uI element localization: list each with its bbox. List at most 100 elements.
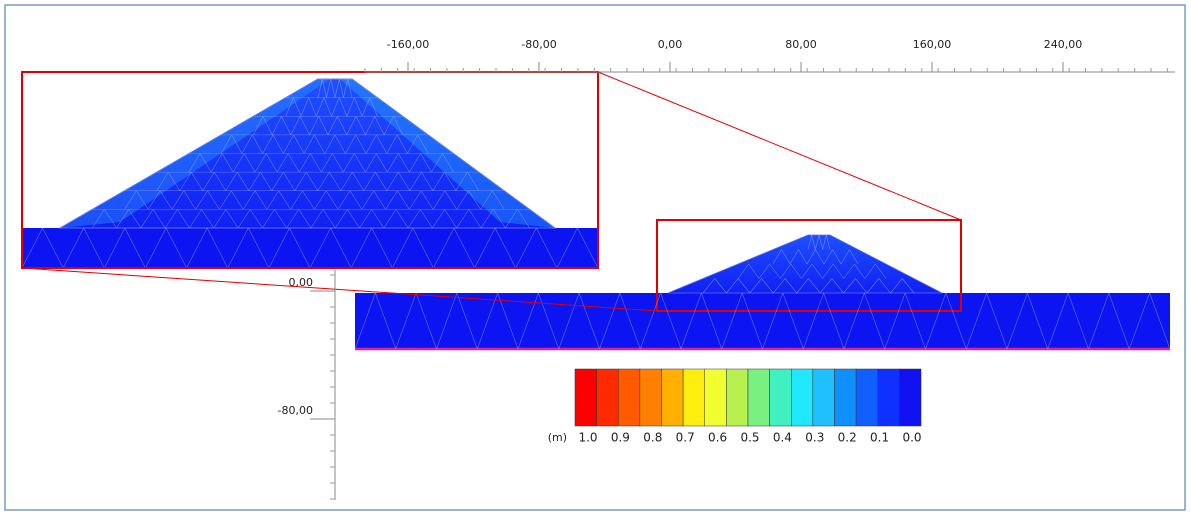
mesh-edge: [136, 190, 149, 210]
mesh-edge: [324, 134, 336, 154]
legend-label: 0.5: [740, 431, 759, 445]
mesh-edge: [189, 209, 202, 229]
mesh-edge: [330, 227, 352, 269]
mesh-edge: [310, 209, 324, 229]
mesh-edge: [884, 292, 906, 350]
x-tick-label: 80,00: [785, 38, 817, 51]
mesh-edge: [241, 134, 253, 154]
mesh-edge: [480, 209, 494, 229]
zoom-box: [656, 219, 962, 312]
mesh-edge: [474, 227, 496, 269]
mesh-edge: [456, 190, 469, 210]
inset-box: [21, 71, 599, 269]
mesh-edge: [262, 116, 273, 136]
mesh-edge: [145, 227, 167, 269]
mesh-edge: [309, 116, 320, 136]
mesh-edge: [904, 292, 926, 350]
mesh-edge: [309, 153, 322, 173]
mesh-edge: [237, 171, 250, 191]
mesh-edge: [468, 209, 482, 229]
mesh-edge: [432, 171, 445, 191]
mesh-edge: [167, 171, 181, 191]
mesh-edge: [177, 209, 190, 229]
mesh-edge: [322, 209, 336, 229]
mesh-edge: [480, 190, 493, 210]
mesh-edge: [290, 190, 303, 210]
mesh-edge: [420, 153, 432, 173]
mesh-edge: [332, 153, 344, 173]
legend-swatch: [791, 368, 814, 427]
legend-swatch: [769, 368, 792, 427]
mesh-edge: [220, 134, 232, 154]
mesh-edge: [361, 97, 371, 117]
mesh-edge: [802, 292, 824, 350]
mesh-edge: [42, 227, 64, 269]
mesh-edge: [866, 278, 880, 294]
mesh-edge: [726, 278, 739, 294]
mesh-edge: [242, 190, 256, 210]
mesh-edge: [773, 278, 786, 294]
mesh-edge: [355, 134, 367, 154]
mesh-edge: [878, 278, 891, 294]
mesh-edge: [758, 263, 770, 279]
mesh-edge: [721, 292, 743, 350]
mesh-edge: [826, 234, 831, 250]
mesh-edge: [124, 190, 137, 210]
mesh-edge: [536, 227, 558, 269]
mesh-edge: [343, 78, 349, 98]
mesh-edge: [147, 190, 161, 210]
legend-swatch: [877, 368, 900, 427]
mesh-edge: [702, 278, 715, 294]
mesh-edge: [206, 227, 228, 269]
dam: [667, 234, 943, 294]
legend-swatch: [682, 368, 705, 427]
mesh-edge: [290, 116, 301, 136]
mesh-edge: [231, 134, 243, 154]
mesh-edge: [660, 292, 682, 350]
mesh-edge: [749, 278, 762, 294]
legend-swatch: [639, 368, 662, 427]
mesh-edge: [365, 116, 376, 136]
mesh-edge: [350, 227, 372, 269]
mesh-edge: [965, 292, 987, 350]
legend-swatch: [726, 368, 749, 427]
mesh-edge: [741, 292, 763, 350]
mesh-edge: [183, 190, 196, 210]
mesh-edge: [346, 97, 355, 117]
legend-label: 0.8: [643, 431, 662, 445]
legend-swatch: [747, 368, 770, 427]
mesh-edge: [325, 190, 339, 210]
mesh-edge: [186, 227, 208, 269]
mesh-edge: [823, 249, 833, 265]
mesh-edge: [782, 292, 804, 350]
mesh-edge: [417, 134, 429, 154]
mesh-edge: [558, 292, 580, 350]
mesh-edge: [165, 227, 187, 269]
mesh-edge: [354, 153, 366, 173]
mesh-edge: [104, 209, 117, 229]
connector: [21, 267, 658, 312]
mesh-edge: [822, 234, 827, 250]
legend-swatch: [596, 368, 619, 427]
mesh-edge: [409, 171, 422, 191]
mesh-edge: [152, 209, 166, 229]
mesh-edge: [191, 171, 204, 191]
foundation: [355, 293, 1170, 350]
mesh-edge: [338, 78, 344, 98]
mesh-edge: [415, 292, 437, 350]
mesh-edge: [345, 134, 356, 154]
mesh-edge: [492, 209, 506, 229]
mesh-edge: [363, 171, 376, 191]
mesh-edge: [790, 263, 802, 279]
mesh-edge: [298, 209, 312, 229]
mesh-edge: [420, 209, 433, 229]
mesh-edge: [577, 227, 599, 269]
x-tick-label: 0,00: [658, 38, 683, 51]
mesh-edge: [639, 292, 661, 350]
mesh-edge: [253, 116, 264, 136]
mesh-edge: [798, 249, 808, 265]
mesh-edge: [231, 190, 244, 210]
mesh-edge: [271, 116, 282, 136]
mesh-edge: [832, 249, 842, 265]
